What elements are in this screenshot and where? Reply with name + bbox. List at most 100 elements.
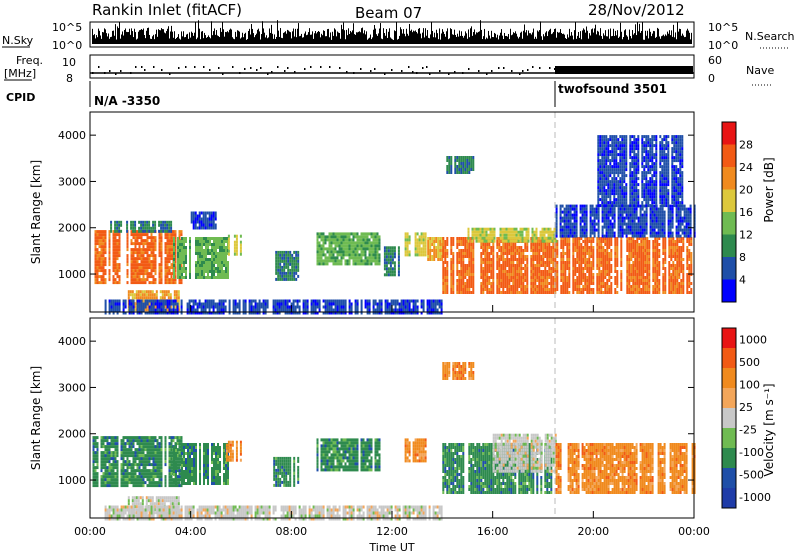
heat-cell <box>560 264 563 267</box>
heat-cell <box>617 222 620 226</box>
heat-cell <box>204 211 207 215</box>
heat-cell <box>470 270 473 273</box>
heat-cell <box>160 260 163 264</box>
heat-cell <box>632 282 635 285</box>
heat-cell <box>147 290 150 294</box>
heat-cell <box>181 240 183 243</box>
heat-cell <box>466 288 469 291</box>
heat-cell <box>279 271 282 275</box>
heat-cell <box>283 259 286 263</box>
heat-cell <box>672 267 675 270</box>
heat-cell <box>585 219 588 223</box>
heat-cell <box>144 260 147 264</box>
heat-cell <box>100 251 103 255</box>
heat-cell <box>596 249 599 252</box>
nsky-bar <box>583 28 584 44</box>
heat-cell <box>540 270 543 273</box>
heat-cell <box>508 249 511 252</box>
heat-cell <box>619 225 622 229</box>
heat-cell <box>120 220 123 224</box>
heat-cell <box>490 291 493 294</box>
heat-cell <box>462 276 465 279</box>
heat-cell <box>656 264 659 267</box>
heat-cell <box>686 288 689 291</box>
heat-cell <box>352 250 355 254</box>
heat-cell <box>632 255 635 258</box>
cpid-left-value: N/A -3350 <box>94 94 160 108</box>
heat-cell <box>480 285 483 288</box>
heat-cell <box>536 285 539 288</box>
heat-cell <box>656 288 659 291</box>
heat-cell <box>118 275 121 279</box>
heat-cell <box>670 252 673 255</box>
heat-cell <box>572 249 575 252</box>
heat-cell <box>644 264 647 267</box>
heat-cell <box>152 242 155 246</box>
heat-cell <box>404 241 407 245</box>
heat-cell <box>450 240 453 243</box>
heat-cell <box>611 207 614 211</box>
heat-cell <box>293 250 296 254</box>
heat-cell <box>530 249 533 252</box>
heat-cell <box>596 264 599 267</box>
heat-cell <box>466 237 469 240</box>
heat-cell <box>132 269 135 273</box>
heat-cell <box>318 262 321 266</box>
freq-dot <box>284 70 286 72</box>
heat-cell <box>613 213 616 217</box>
heat-cell <box>486 258 489 261</box>
heat-cell <box>152 266 155 270</box>
heat-cell <box>179 252 181 255</box>
heat-cell <box>586 252 589 255</box>
heat-cell <box>548 252 551 255</box>
heat-cell <box>422 247 425 251</box>
heat-cell <box>593 219 596 223</box>
heat-cell <box>538 276 541 279</box>
heat-cell <box>563 216 566 220</box>
nsky-bar <box>183 31 184 44</box>
heat-cell <box>626 276 629 279</box>
nsky-bar <box>126 31 127 44</box>
heat-cell <box>376 232 379 236</box>
heat-cell <box>500 279 503 282</box>
heat-cell <box>424 238 427 242</box>
heat-cell <box>605 213 608 217</box>
nsky-bar <box>287 29 288 44</box>
heat-cell <box>450 270 453 273</box>
heat-cell <box>636 252 639 255</box>
heat-cell <box>560 288 563 291</box>
heat-cell <box>376 238 379 242</box>
heat-cell <box>482 246 485 249</box>
heat-cell <box>370 256 373 260</box>
heat-cell <box>166 278 169 282</box>
heat-cell <box>281 277 284 281</box>
freq-dot <box>549 67 551 69</box>
nsky-bar <box>270 32 271 44</box>
heat-cell <box>215 261 217 264</box>
heat-cell <box>614 243 617 246</box>
heat-cell <box>179 273 181 276</box>
heat-cell <box>556 261 559 264</box>
heat-cell <box>212 220 215 224</box>
heat-cell <box>553 239 556 243</box>
heat-cell <box>597 222 600 226</box>
heat-cell <box>167 296 170 300</box>
heat-cell <box>127 290 130 294</box>
heat-cell <box>486 270 489 273</box>
heat-cell <box>670 246 673 249</box>
heat-cell <box>580 264 583 267</box>
heat-cell <box>524 270 527 273</box>
heat-cell <box>559 225 562 229</box>
heat-cell <box>205 276 207 279</box>
heat-cell <box>609 222 612 226</box>
heat-cell <box>668 246 671 249</box>
heat-cell <box>519 239 522 243</box>
freq-dot <box>532 66 534 68</box>
nsky-bar <box>314 33 315 44</box>
heat-cell <box>628 261 631 264</box>
heat-cell <box>530 240 533 243</box>
heat-cell <box>437 249 440 252</box>
heat-cell <box>589 204 592 208</box>
nsky-bar <box>114 35 115 44</box>
nsky-bar <box>406 28 407 44</box>
